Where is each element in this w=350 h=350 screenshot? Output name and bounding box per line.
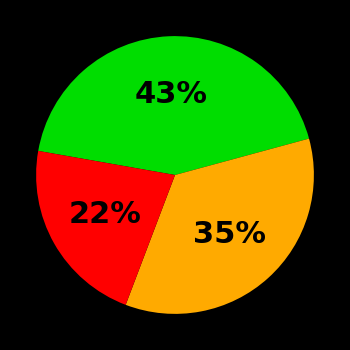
Wedge shape — [126, 139, 314, 314]
Text: 43%: 43% — [135, 80, 208, 109]
Text: 22%: 22% — [69, 200, 141, 229]
Text: 35%: 35% — [193, 220, 266, 249]
Wedge shape — [36, 151, 175, 305]
Wedge shape — [38, 36, 309, 175]
